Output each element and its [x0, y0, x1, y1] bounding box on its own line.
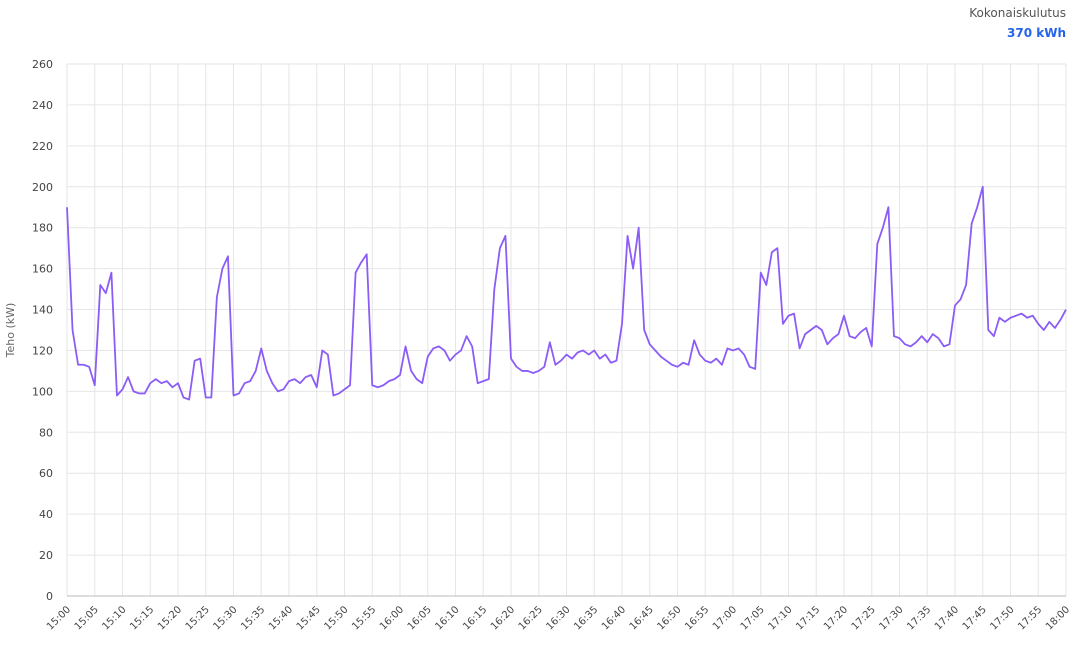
x-tick-label: 16:25	[517, 604, 545, 632]
x-tick-label: 16:50	[655, 604, 683, 632]
y-tick-label: 100	[32, 385, 53, 398]
total-value: 370 kWh	[1007, 26, 1066, 40]
y-tick-label: 0	[46, 590, 53, 603]
x-tick-label: 16:20	[489, 604, 517, 632]
x-tick-label: 15:50	[322, 604, 350, 632]
x-tick-label: 16:30	[544, 604, 572, 632]
x-tick-label: 16:00	[378, 604, 406, 632]
y-tick-label: 40	[39, 508, 53, 521]
x-tick-label: 16:45	[628, 604, 656, 632]
y-tick-label: 120	[32, 344, 53, 357]
x-tick-label: 15:05	[73, 604, 101, 632]
y-tick-label: 140	[32, 304, 53, 317]
y-tick-label: 240	[32, 99, 53, 112]
y-tick-label: 180	[32, 222, 53, 235]
x-tick-label: 15:45	[295, 604, 323, 632]
x-tick-label: 17:25	[850, 604, 878, 632]
x-tick-label: 15:55	[350, 604, 378, 632]
y-tick-label: 80	[39, 426, 53, 439]
x-tick-label: 15:30	[211, 604, 239, 632]
x-tick-label: 16:05	[406, 604, 434, 632]
x-tick-label: 15:20	[156, 604, 184, 632]
x-tick-label: 17:55	[1016, 604, 1044, 632]
x-tick-label: 17:05	[739, 604, 767, 632]
y-tick-label: 20	[39, 549, 53, 562]
x-tick-label: 16:35	[572, 604, 600, 632]
x-tick-label: 17:20	[822, 604, 850, 632]
x-tick-label: 15:40	[267, 604, 295, 632]
x-tick-label: 16:40	[600, 604, 628, 632]
x-tick-label: 17:30	[877, 604, 905, 632]
x-tick-label: 15:10	[100, 604, 128, 632]
x-tick-label: 16:55	[683, 604, 711, 632]
total-label: Kokonaiskulutus	[969, 6, 1066, 20]
x-tick-label: 15:25	[184, 604, 212, 632]
x-tick-label: 17:00	[711, 604, 739, 632]
data-line	[66, 185, 1067, 401]
x-tick-label: 15:35	[239, 604, 267, 632]
x-tick-label: 15:15	[128, 604, 156, 632]
y-tick-label: 60	[39, 467, 53, 480]
x-tick-label: 17:10	[766, 604, 794, 632]
x-tick-label: 17:45	[961, 604, 989, 632]
x-tick-label: 18:00	[1044, 604, 1072, 632]
x-tick-label: 17:35	[905, 604, 933, 632]
y-tick-label: 260	[32, 58, 53, 71]
y-tick-label: 220	[32, 140, 53, 153]
x-tick-label: 16:10	[433, 604, 461, 632]
y-axis-title: Teho (kW)	[4, 303, 17, 359]
x-tick-label: 17:40	[933, 604, 961, 632]
x-tick-label: 16:15	[461, 604, 489, 632]
x-tick-label: 17:50	[988, 604, 1016, 632]
x-tick-label: 17:15	[794, 604, 822, 632]
y-tick-label: 160	[32, 263, 53, 276]
y-tick-label: 200	[32, 181, 53, 194]
x-tick-label: 15:00	[45, 604, 73, 632]
